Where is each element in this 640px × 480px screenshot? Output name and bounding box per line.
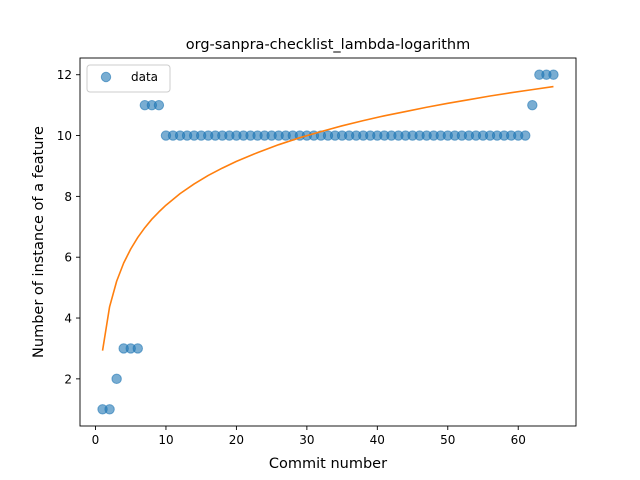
- y-tick-label: 10: [57, 129, 72, 143]
- data-point: [153, 99, 165, 111]
- data-point: [132, 343, 143, 354]
- y-axis-label: Number of instance of a feature: [31, 126, 47, 358]
- data-point: [111, 373, 122, 385]
- legend: data: [86, 64, 171, 93]
- legend-marker-data: [100, 71, 112, 83]
- plot-area: [97, 69, 559, 415]
- axes-frame: [79, 57, 577, 427]
- x-tick-label: 20: [229, 433, 244, 447]
- data-point: [520, 130, 531, 141]
- chart-title: org-sanpra-checklist_lambda-logarithm: [186, 37, 470, 53]
- x-tick-label: 10: [158, 433, 173, 447]
- data-point: [527, 99, 538, 111]
- x-tick-label: 40: [370, 433, 385, 447]
- fit-line: [101, 85, 554, 351]
- y-tick-label: 4: [64, 312, 72, 326]
- legend-frame: [86, 64, 171, 93]
- data-point: [104, 404, 115, 415]
- legend-label-data: data: [131, 70, 158, 84]
- y-tick-label: 2: [64, 372, 72, 386]
- x-tick-label: 50: [440, 433, 455, 447]
- x-tick-label: 60: [511, 433, 526, 447]
- y-tick-label: 12: [57, 68, 72, 82]
- y-tick-label: 8: [64, 190, 72, 204]
- x-tick-label: 30: [299, 433, 314, 447]
- axes: 0 10 20 30 40 50 60 2 4 6 8 10 12: [57, 57, 577, 447]
- x-tick-label: 0: [92, 433, 100, 447]
- y-tick-label: 6: [64, 251, 72, 265]
- data-point: [548, 69, 559, 80]
- x-axis-label: Commit number: [269, 456, 387, 472]
